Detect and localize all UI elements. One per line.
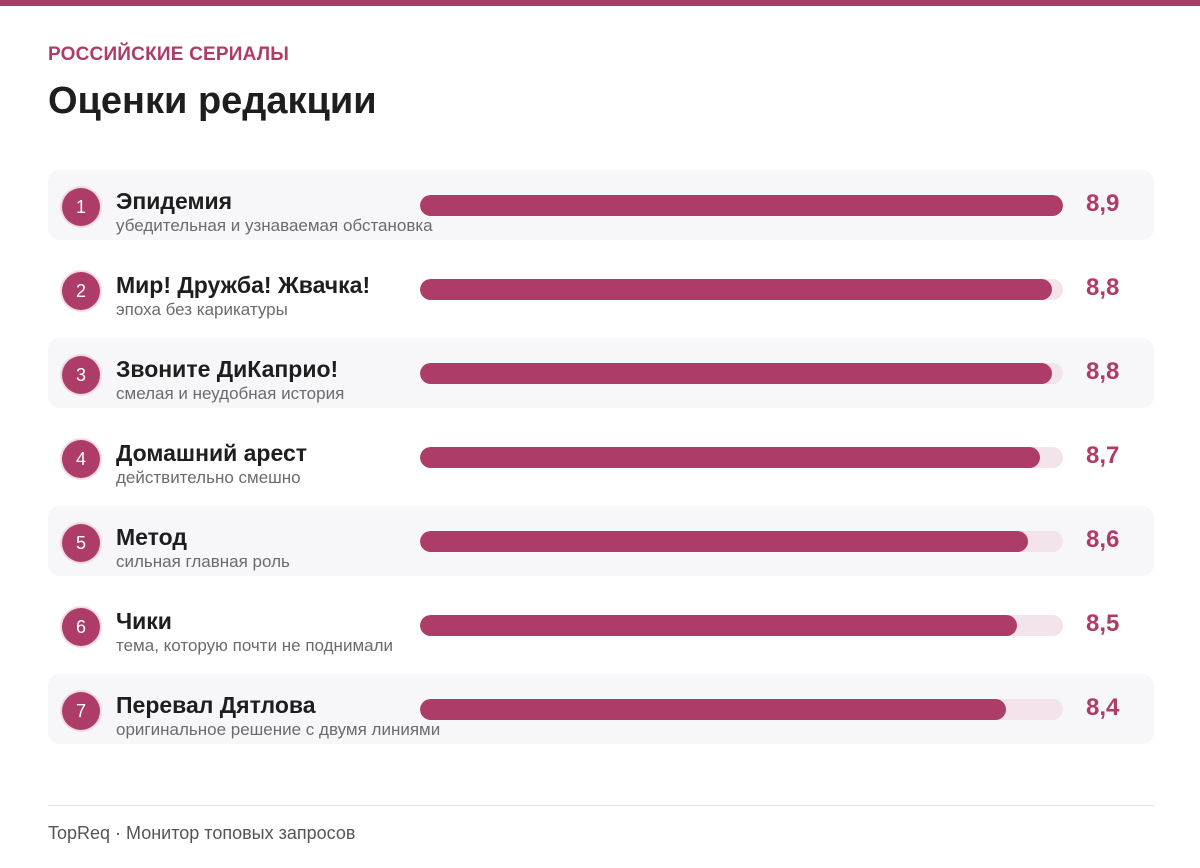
- bar-fill: [420, 195, 1063, 216]
- rank-badge: 4: [62, 440, 100, 478]
- series-note: эпоха без карикатуры: [116, 300, 288, 319]
- score-label: 8,8: [1086, 274, 1120, 301]
- top-accent-bar: [0, 0, 1200, 6]
- footer-source: TopReq · Монитор топовых запросов: [48, 823, 356, 843]
- bar-fill: [420, 447, 1040, 468]
- ratings-chart: 1 Эпидемия убедительная и узнаваемая обста…: [48, 170, 1154, 758]
- series-title: Звоните ДиКаприо!: [116, 356, 339, 382]
- rank-badge: 7: [62, 692, 100, 730]
- rank-badge: 2: [62, 272, 100, 310]
- series-title: Перевал Дятлова: [116, 692, 316, 718]
- chart-row: 1 Эпидемия убедительная и узнаваемая обста…: [48, 170, 1154, 240]
- bar-track: [420, 531, 1063, 552]
- rank-badge: 5: [62, 524, 100, 562]
- score-label: 8,4: [1086, 694, 1120, 721]
- footer-divider: [48, 805, 1154, 806]
- rank-badge: 1: [62, 188, 100, 226]
- series-title: Метод: [116, 524, 187, 550]
- chart-row: 4 Домашний арест действительно смешно 8,7: [48, 422, 1154, 492]
- bar-fill: [420, 615, 1017, 636]
- score-label: 8,5: [1086, 610, 1120, 637]
- bar-track: [420, 699, 1063, 720]
- chart-row: 2 Мир! Дружба! Жвачка! эпоха без карикатур…: [48, 254, 1154, 324]
- bar-track: [420, 447, 1063, 468]
- series-note: тема, которую почти не поднимали: [116, 636, 393, 655]
- bar-track: [420, 615, 1063, 636]
- rank-badge: 3: [62, 356, 100, 394]
- series-title: Эпидемия: [116, 188, 233, 214]
- page-title: Оценки редакции: [48, 80, 377, 122]
- chart-row: 3 Звоните ДиКаприо! смелая и неудобная ист…: [48, 338, 1154, 408]
- series-note: оригинальное решение с двумя линиями: [116, 720, 441, 739]
- bar-fill: [420, 363, 1052, 384]
- bar-fill: [420, 699, 1006, 720]
- series-note: смелая и неудобная история: [116, 384, 345, 403]
- chart-row: 7 Перевал Дятлова оригинальное решение с д…: [48, 674, 1154, 744]
- bar-track: [420, 195, 1063, 216]
- series-title: Мир! Дружба! Жвачка!: [116, 272, 371, 298]
- bar-track: [420, 363, 1063, 384]
- score-label: 8,6: [1086, 526, 1120, 553]
- score-label: 8,7: [1086, 442, 1120, 469]
- score-label: 8,8: [1086, 358, 1120, 385]
- series-note: сильная главная роль: [116, 552, 290, 571]
- rank-badge: 6: [62, 608, 100, 646]
- chart-row: 6 Чики тема, которую почти не поднимали 8,5: [48, 590, 1154, 660]
- bar-fill: [420, 279, 1052, 300]
- bar-track: [420, 279, 1063, 300]
- score-label: 8,9: [1086, 190, 1120, 217]
- series-note: действительно смешно: [116, 468, 301, 487]
- series-title: Домашний арест: [116, 440, 308, 466]
- section-kicker: РОССИЙСКИЕ СЕРИАЛЫ: [48, 44, 290, 65]
- chart-row: 5 Метод сильная главная роль 8,6: [48, 506, 1154, 576]
- bar-fill: [420, 531, 1028, 552]
- series-title: Чики: [116, 608, 172, 634]
- series-note: убедительная и узнаваемая обстановка: [116, 216, 433, 235]
